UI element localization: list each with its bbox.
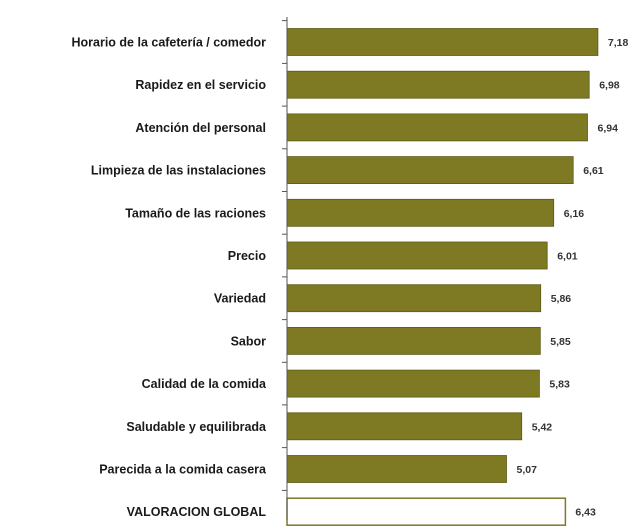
category-label-2: Atención del personal	[135, 121, 266, 135]
y-axis-group	[282, 17, 288, 520]
bars-group	[286, 28, 599, 526]
bar-6	[286, 284, 542, 313]
category-label-8: Calidad de la comida	[142, 377, 267, 391]
bar-4	[286, 198, 555, 227]
category-label-6: Variedad	[214, 292, 266, 306]
category-label-7: Sabor	[231, 334, 267, 348]
category-labels-group: Horario de la cafetería / comedor Rapidez…	[71, 36, 267, 520]
value-label-5: 6,01	[557, 251, 578, 263]
bar-3	[286, 156, 574, 185]
category-label-4: Tamaño de las raciones	[125, 206, 266, 220]
value-label-8: 5,83	[549, 379, 570, 391]
bar-8	[286, 369, 540, 398]
bar-5	[286, 241, 548, 270]
value-label-2: 6,94	[598, 122, 619, 134]
value-label-3: 6,61	[583, 165, 604, 177]
bar-9	[286, 412, 523, 441]
bar-0	[286, 28, 599, 56]
bar-11	[286, 497, 567, 526]
value-label-10: 5,07	[517, 464, 538, 476]
value-label-7: 5,85	[550, 336, 571, 348]
category-label-0: Horario de la cafetería / comedor	[71, 36, 266, 50]
value-label-1: 6,98	[599, 80, 620, 92]
category-label-5: Precio	[228, 249, 267, 263]
category-label-1: Rapidez en el servicio	[135, 78, 266, 92]
value-label-9: 5,42	[532, 421, 553, 433]
bar-2	[286, 113, 588, 142]
bar-1	[286, 70, 590, 99]
value-label-6: 5,86	[551, 293, 572, 305]
value-label-4: 6,16	[564, 208, 585, 220]
bar-7	[286, 326, 541, 355]
value-label-11: 6,43	[575, 507, 596, 519]
category-label-10: Parecida a la comida casera	[99, 463, 267, 477]
category-label-9: Saludable y equilibrada	[126, 420, 267, 434]
bar-10	[286, 455, 507, 483]
value-labels-group: 7,18 6,98 6,94 6,61 6,16 6,01 5,86 5,85 5,83 5,42…	[517, 37, 629, 519]
category-label-11: VALORACION GLOBAL	[127, 505, 267, 519]
category-label-3: Limpieza de las instalaciones	[91, 164, 266, 178]
value-label-0: 7,18	[608, 37, 629, 49]
